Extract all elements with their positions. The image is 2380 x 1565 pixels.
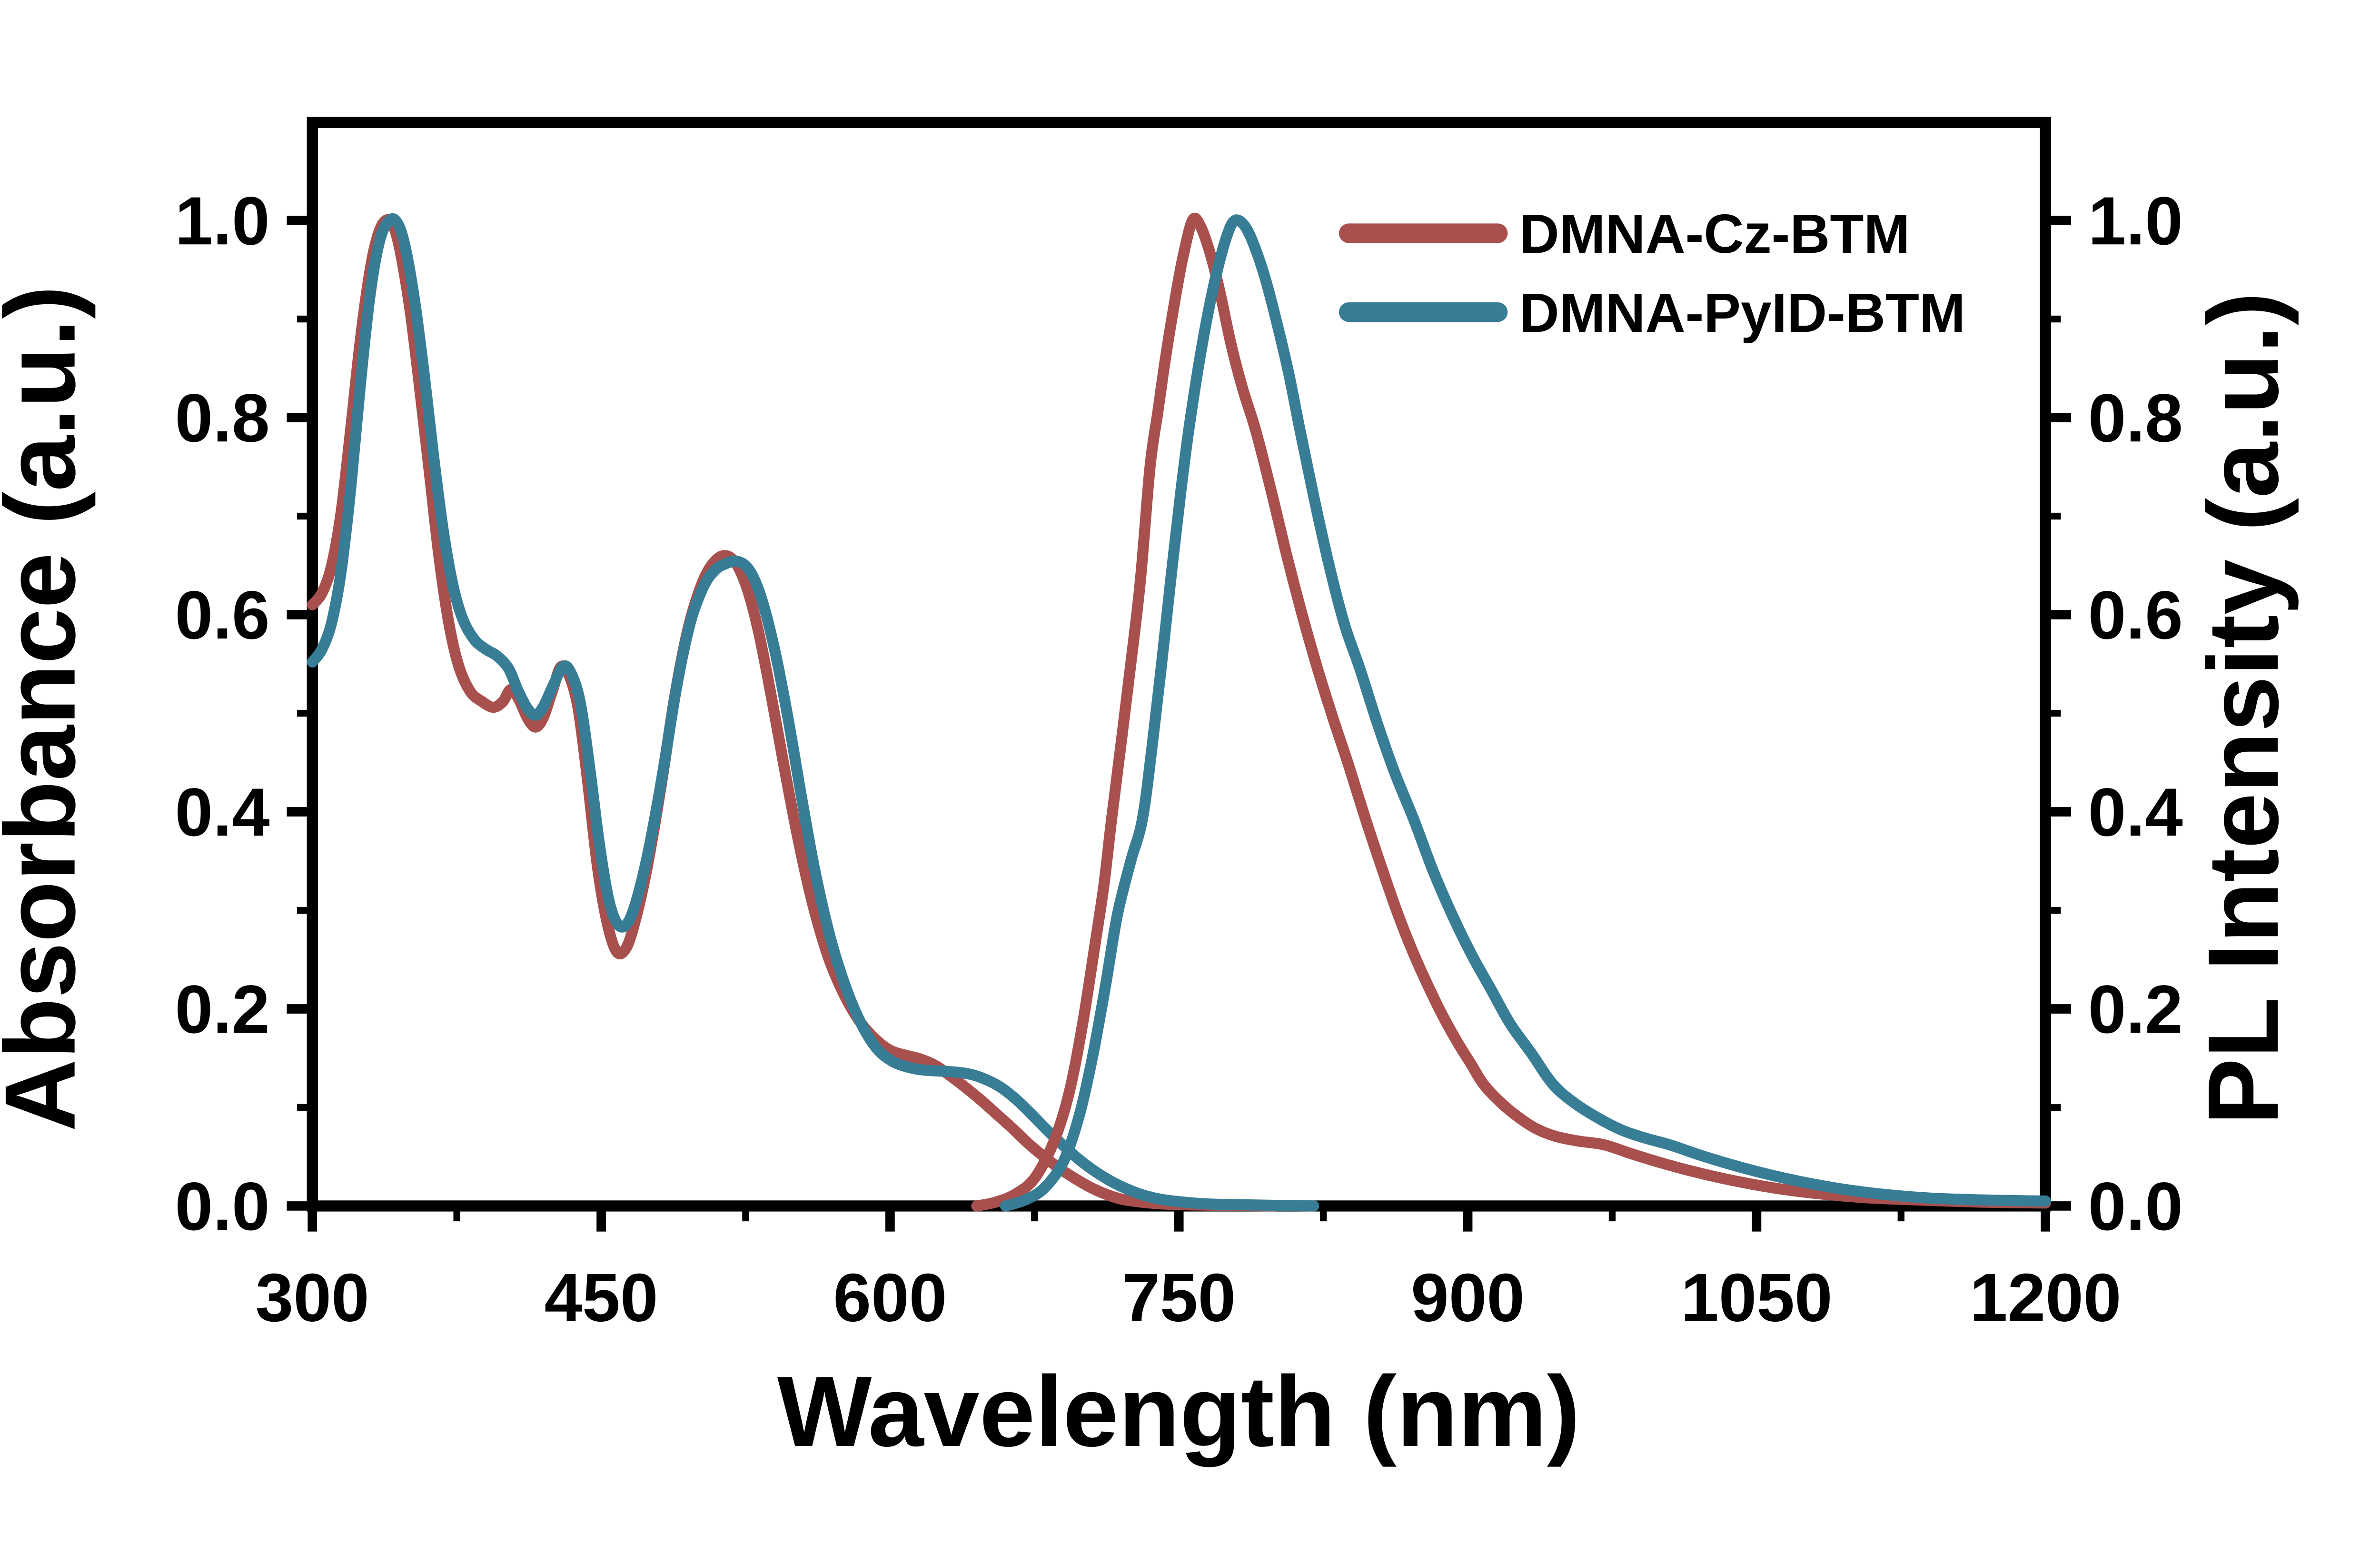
legend-label-dmna-pyid-btm: DMNA-PyID-BTM: [1519, 282, 1965, 344]
y-tick-label-right-0.2: 0.2: [2088, 971, 2183, 1047]
x-tick-label-900: 900: [1411, 1260, 1525, 1336]
x-tick-label-750: 750: [1122, 1260, 1236, 1336]
x-tick-label-600: 600: [833, 1260, 947, 1336]
y-tick-label-left-0.2: 0.2: [175, 971, 270, 1047]
y-tick-labels-right: 0.0 0.2 0.4 0.6 0.8 1.0: [2088, 183, 2183, 1245]
x-tick-label-1050: 1050: [1681, 1260, 1833, 1336]
axis-ticks: [287, 216, 2071, 1232]
y-tick-label-right-0.4: 0.4: [2088, 774, 2183, 850]
x-axis-title: Wavelength (nm): [777, 1356, 1580, 1467]
x-tick-label-1200: 1200: [1970, 1260, 2122, 1336]
curve-absorbance-dmna-cz-btm: [307, 214, 1281, 1212]
y-tick-labels-left: 0.0 0.2 0.4 0.6 0.8 1.0: [175, 183, 270, 1245]
y-axis-title-right: PL Intensity (a.u.): [2187, 292, 2299, 1125]
y-tick-label-right-0.6: 0.6: [2088, 577, 2183, 653]
y-tick-label-right-0.8: 0.8: [2088, 380, 2183, 456]
y-tick-label-left-0.4: 0.4: [175, 774, 270, 850]
x-tick-label-300: 300: [256, 1260, 369, 1336]
legend: DMNA-Cz-BTM DMNA-PyID-BTM: [1339, 203, 1965, 344]
y-tick-label-right-1.0: 1.0: [2088, 183, 2183, 259]
curve-pl-dmna-pyid-btm: [1000, 214, 2051, 1212]
curve-pl-dmna-cz-btm: [971, 212, 2051, 1212]
y-tick-label-left-0.8: 0.8: [175, 380, 270, 456]
x-tick-labels: 300 450 600 750 900 1050 1200: [256, 1260, 2122, 1336]
curve-absorbance-dmna-pyid-btm: [307, 213, 1319, 1212]
legend-label-dmna-cz-btm: DMNA-Cz-BTM: [1519, 203, 1910, 265]
y-tick-label-left-0.0: 0.0: [175, 1168, 270, 1245]
x-tick-label-450: 450: [545, 1260, 658, 1336]
spectra-curves: [307, 212, 2051, 1212]
y-tick-label-left-0.6: 0.6: [175, 577, 270, 653]
y-tick-label-right-0.0: 0.0: [2088, 1168, 2183, 1245]
y-tick-label-left-1.0: 1.0: [175, 183, 270, 259]
y-axis-title-left: Absorbance (a.u.): [0, 286, 96, 1132]
